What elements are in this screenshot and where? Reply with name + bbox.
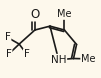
- Text: F: F: [24, 49, 30, 59]
- Text: Me: Me: [57, 9, 72, 19]
- Text: NH: NH: [51, 55, 66, 65]
- Text: O: O: [30, 8, 39, 21]
- Text: F: F: [5, 32, 11, 42]
- Text: Me: Me: [81, 54, 96, 64]
- Text: F: F: [6, 49, 12, 59]
